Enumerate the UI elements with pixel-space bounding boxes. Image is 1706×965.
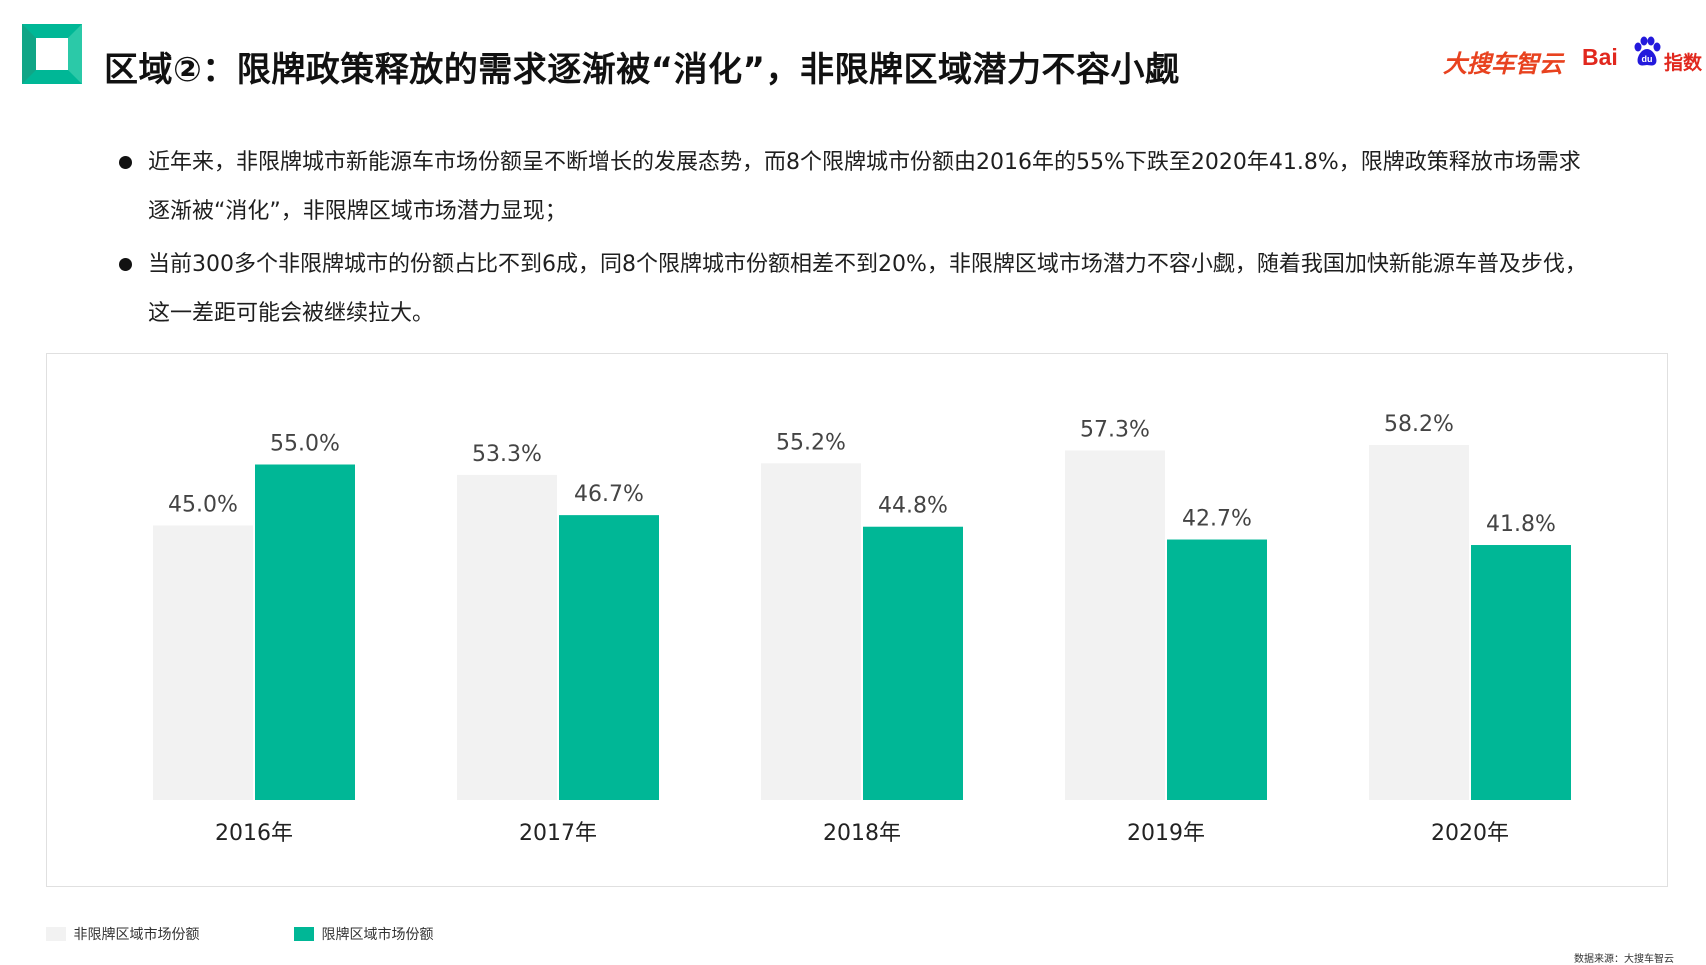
legend-label: 非限牌区域市场份额 [73, 927, 200, 943]
bullet-dot-icon [119, 258, 132, 271]
bullet-item: 当前300多个非限牌城市的份额占比不到6成，同8个限牌城市份额相差不到20%，非… [116, 240, 1596, 338]
bullet-text: 近年来，非限牌城市新能源车市场份额呈不断增长的发展态势，而8个限牌城市份额由20… [148, 150, 1581, 224]
data-label: 45.0% [168, 493, 238, 518]
bar-restricted [559, 515, 659, 800]
bar-non-restricted [1369, 444, 1469, 800]
legend-label: 限牌区域市场份额 [321, 927, 434, 943]
chart-frame: 45.0% 55.0% 2016年 53.3% 46.7% 2017年 55.2% 44.8%… [46, 353, 1668, 887]
x-tick-label: 2017年 [519, 821, 597, 846]
bar-restricted [863, 526, 963, 800]
baidu-index-label: 指数 [1664, 52, 1703, 74]
zhiyun-logo: 大搜车智云 [1443, 50, 1563, 78]
bar-restricted [1471, 545, 1571, 800]
bar-non-restricted [761, 463, 861, 800]
bullet-dot-icon [119, 156, 132, 169]
bar-restricted [255, 464, 355, 800]
x-tick-label: 2016年 [215, 821, 293, 846]
baidu-index-logo: Bai du 指数 [1582, 36, 1702, 76]
svg-text:du: du [1642, 54, 1653, 64]
data-label: 53.3% [472, 442, 542, 467]
bullet-list: 近年来，非限牌城市新能源车市场份额呈不断增长的发展态势，而8个限牌城市份额由20… [116, 138, 1596, 342]
data-label: 57.3% [1080, 417, 1150, 442]
data-label: 42.7% [1182, 507, 1252, 532]
bar-non-restricted [457, 474, 557, 800]
page-title: 区域②：限牌政策释放的需求逐渐被“消化”，非限牌区域潜力不容小觑 [104, 50, 1180, 90]
data-label: 46.7% [574, 482, 644, 507]
x-tick-label: 2018年 [823, 821, 901, 846]
bar-non-restricted [153, 525, 253, 800]
bullet-text: 当前300多个非限牌城市的份额占比不到6成，同8个限牌城市份额相差不到20%，非… [148, 252, 1587, 326]
baidu-paw-icon: du [1634, 36, 1661, 66]
logo-icon [22, 24, 82, 84]
legend-swatch [294, 927, 314, 941]
bar-chart: 45.0% 55.0% 2016年 53.3% 46.7% 2017年 55.2% 44.8%… [153, 412, 1571, 846]
baidu-logo-text: Bai [1582, 44, 1618, 70]
data-label: 58.2% [1384, 412, 1454, 437]
x-tick-label: 2020年 [1431, 821, 1509, 846]
legend-item-restricted: 限牌区域市场份额 [294, 924, 433, 944]
data-label: 41.8% [1486, 512, 1556, 537]
data-label: 55.2% [776, 430, 846, 455]
bar-restricted [1167, 539, 1267, 800]
bar-non-restricted [1065, 450, 1165, 800]
bullet-item: 近年来，非限牌城市新能源车市场份额呈不断增长的发展态势，而8个限牌城市份额由20… [116, 138, 1596, 236]
legend-item-non-restricted: 非限牌区域市场份额 [46, 924, 199, 944]
legend-swatch [46, 927, 66, 941]
data-source: 数据来源：大搜车智云 [1574, 954, 1674, 965]
x-tick-label: 2019年 [1127, 821, 1205, 846]
data-label: 44.8% [878, 494, 948, 519]
data-label: 55.0% [270, 432, 340, 457]
